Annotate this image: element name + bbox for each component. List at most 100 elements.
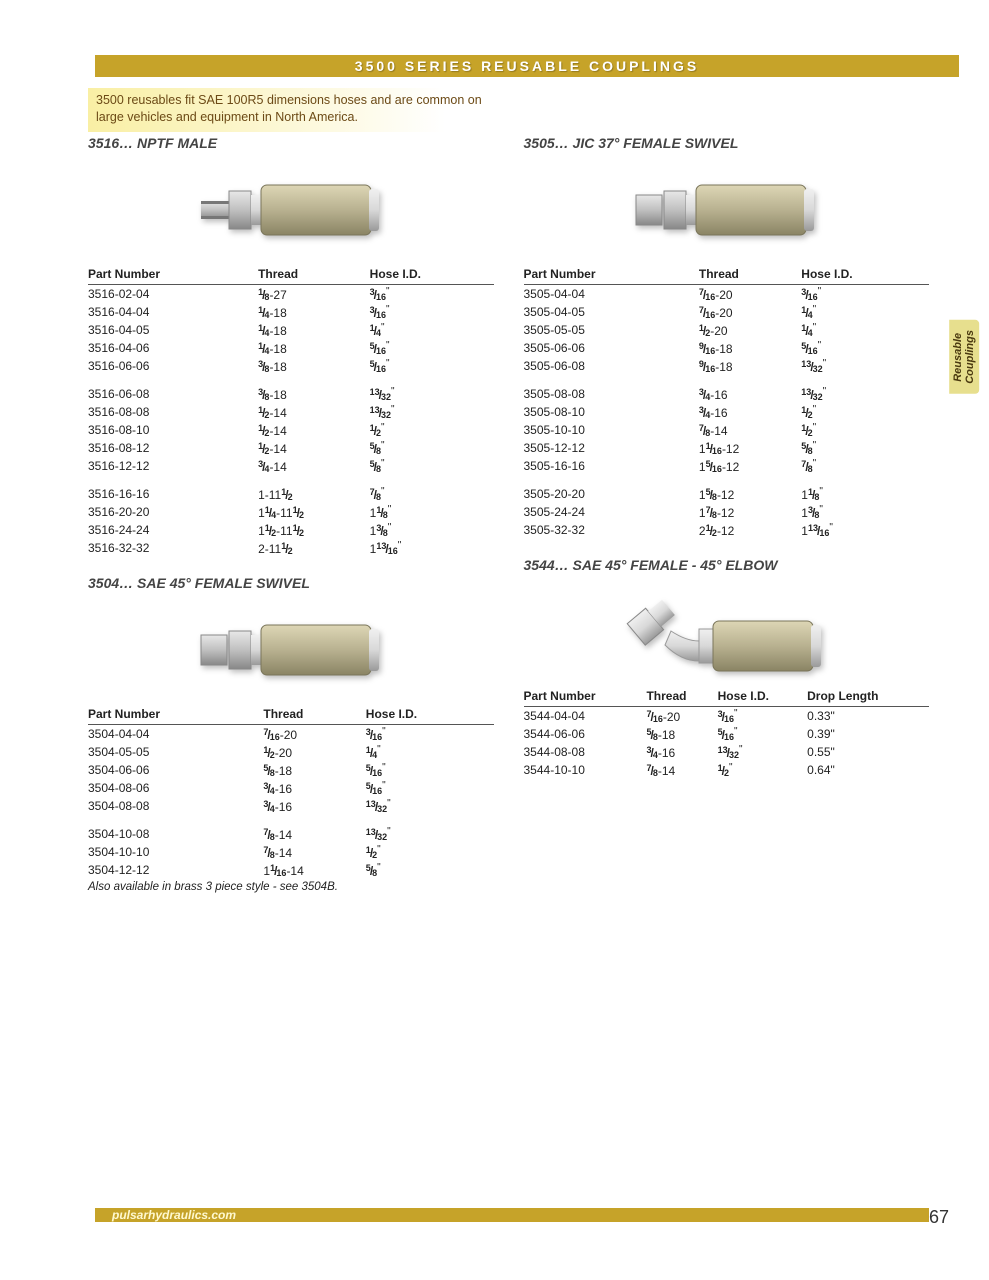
- table-row: 3505-20-2015/8-1211/8": [524, 485, 930, 503]
- cell-hose-id: 1/2": [370, 421, 494, 439]
- cell-hose-id: 1/4": [366, 743, 494, 761]
- cell-thread: 1/2-14: [258, 421, 370, 439]
- cell-part-number: 3544-04-04: [524, 707, 647, 726]
- table-row: 3504-04-047/16-203/16": [88, 725, 494, 744]
- table-row: 3505-06-069/16-185/16": [524, 339, 930, 357]
- table-row: 3544-06-065/8-185/16"0.39": [524, 725, 930, 743]
- table-row: 3516-04-041/4-183/16": [88, 303, 494, 321]
- cell-part-number: 3504-08-08: [88, 797, 263, 815]
- section-title: 3504… SAE 45° FEMALE SWIVEL: [88, 575, 494, 591]
- cell-hose-id: 113/16": [370, 539, 494, 557]
- table-row: 3516-16-161-111/27/8": [88, 485, 494, 503]
- cell-hose-id: 5/16": [370, 357, 494, 375]
- section-3516: 3516… NPTF MALE Part NumberThreadHose I.…: [88, 135, 494, 557]
- footer-url: pulsarhydraulics.com: [112, 1208, 236, 1222]
- part-illustration: [524, 581, 930, 681]
- table-row: 3516-12-123/4-145/8": [88, 457, 494, 475]
- cell-part-number: 3505-32-32: [524, 521, 699, 539]
- cell-hose-id: 5/8": [801, 439, 929, 457]
- part-illustration: [88, 599, 494, 699]
- cell-part-number: 3504-10-10: [88, 843, 263, 861]
- col-part-number: Part Number: [88, 705, 263, 725]
- cell-part-number: 3505-16-16: [524, 457, 699, 475]
- table-row: 3504-08-083/4-1613/32": [88, 797, 494, 815]
- cell-hose-id: 13/32": [718, 743, 808, 761]
- cell-hose-id: 1/4": [370, 321, 494, 339]
- cell-hose-id: 5/8": [366, 861, 494, 879]
- table-row: 3516-04-061/4-185/16": [88, 339, 494, 357]
- cell-hose-id: 3/16": [370, 285, 494, 304]
- header-title: 3500 SERIES REUSABLE COUPLINGS: [355, 58, 699, 74]
- section-title: 3544… SAE 45° FEMALE - 45° ELBOW: [524, 557, 930, 573]
- cell-hose-id: 1/2": [718, 761, 808, 779]
- col-hose-id: Hose I.D.: [801, 265, 929, 285]
- cell-part-number: 3516-04-05: [88, 321, 258, 339]
- cell-thread: 1/2-14: [258, 439, 370, 457]
- left-column: 3516… NPTF MALE Part NumberThreadHose I.…: [88, 135, 494, 911]
- cell-thread: 3/4-16: [699, 385, 801, 403]
- cell-part-number: 3516-16-16: [88, 485, 258, 503]
- cell-thread: 9/16-18: [699, 357, 801, 375]
- cell-hose-id: 5/16": [718, 725, 808, 743]
- cell-thread: 21/2-12: [699, 521, 801, 539]
- cell-hose-id: 5/16": [370, 339, 494, 357]
- section-title: 3505… JIC 37° FEMALE SWIVEL: [524, 135, 930, 151]
- cell-thread: 1/2-14: [258, 403, 370, 421]
- parts-table: Part NumberThreadHose I.D.Drop Length354…: [524, 687, 930, 779]
- table-row: 3516-06-063/8-185/16": [88, 357, 494, 375]
- table-row: 3504-12-1211/16-145/8": [88, 861, 494, 879]
- col-thread: Thread: [646, 687, 717, 707]
- table-row: 3505-06-089/16-1813/32": [524, 357, 930, 375]
- page-number: 67: [929, 1207, 949, 1228]
- cell-part-number: 3516-32-32: [88, 539, 258, 557]
- table-row: 3505-24-2417/8-1213/8": [524, 503, 930, 521]
- cell-part-number: 3516-08-10: [88, 421, 258, 439]
- cell-thread: 3/8-18: [258, 357, 370, 375]
- cell-thread: 3/4-16: [699, 403, 801, 421]
- section-note: Also available in brass 3 piece style - …: [88, 881, 494, 893]
- cell-thread: 11/16-12: [699, 439, 801, 457]
- cell-thread: 1/2-20: [263, 743, 365, 761]
- right-column: 3505… JIC 37° FEMALE SWIVEL Part NumberT…: [524, 135, 930, 911]
- cell-drop-length: 0.55": [807, 743, 929, 761]
- cell-drop-length: 0.33": [807, 707, 929, 726]
- cell-part-number: 3544-06-06: [524, 725, 647, 743]
- cell-part-number: 3544-08-08: [524, 743, 647, 761]
- cell-thread: 1/4-18: [258, 321, 370, 339]
- table-row: 3504-06-065/8-185/16": [88, 761, 494, 779]
- cell-part-number: 3505-08-08: [524, 385, 699, 403]
- cell-part-number: 3505-10-10: [524, 421, 699, 439]
- cell-hose-id: 3/16": [370, 303, 494, 321]
- col-hose-id: Hose I.D.: [366, 705, 494, 725]
- cell-part-number: 3544-10-10: [524, 761, 647, 779]
- cell-thread: 3/8-18: [258, 385, 370, 403]
- col-part-number: Part Number: [88, 265, 258, 285]
- table-row: 3516-08-081/2-1413/32": [88, 403, 494, 421]
- cell-hose-id: 3/16": [366, 725, 494, 744]
- table-row: 3505-12-1211/16-125/8": [524, 439, 930, 457]
- table-row: 3504-10-087/8-1413/32": [88, 825, 494, 843]
- parts-table: Part NumberThreadHose I.D.3516-02-041/8-…: [88, 265, 494, 557]
- cell-thread: 1/2-20: [699, 321, 801, 339]
- header-bar: 3500 SERIES REUSABLE COUPLINGS: [95, 55, 959, 77]
- cell-part-number: 3505-05-05: [524, 321, 699, 339]
- table-row: 3516-06-083/8-1813/32": [88, 385, 494, 403]
- section-3544: 3544… SAE 45° FEMALE - 45° ELBOW Part Nu…: [524, 557, 930, 779]
- cell-part-number: 3505-04-04: [524, 285, 699, 304]
- table-row: 3544-08-083/4-1613/32"0.55": [524, 743, 930, 761]
- cell-hose-id: 5/16": [366, 779, 494, 797]
- cell-part-number: 3516-04-04: [88, 303, 258, 321]
- cell-part-number: 3516-06-06: [88, 357, 258, 375]
- table-row: 3516-02-041/8-273/16": [88, 285, 494, 304]
- cell-part-number: 3505-12-12: [524, 439, 699, 457]
- col-part-number: Part Number: [524, 687, 647, 707]
- cell-hose-id: 5/16": [801, 339, 929, 357]
- cell-thread: 7/16-20: [263, 725, 365, 744]
- cell-hose-id: 113/16": [801, 521, 929, 539]
- cell-thread: 17/8-12: [699, 503, 801, 521]
- col-hose-id: Hose I.D.: [370, 265, 494, 285]
- table-row: 3505-04-047/16-203/16": [524, 285, 930, 304]
- cell-hose-id: 1/2": [801, 421, 929, 439]
- cell-hose-id: 1/4": [801, 303, 929, 321]
- cell-hose-id: 13/8": [370, 521, 494, 539]
